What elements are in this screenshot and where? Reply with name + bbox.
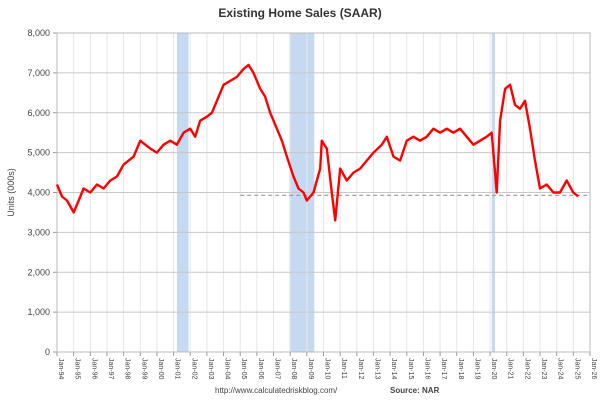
y-tick-label: 0: [45, 347, 50, 357]
x-tick-label: Jan-20: [490, 358, 497, 380]
x-tick-label: Jan-10: [324, 358, 331, 380]
source-label: Source: NAR: [390, 386, 440, 395]
y-tick-label: 6,000: [27, 108, 50, 118]
x-tick-label: Jan-13: [373, 358, 380, 380]
x-tick-label: Jan-01: [174, 358, 181, 380]
x-tick-label: Jan-98: [124, 358, 131, 380]
x-tick-label: Jan-22: [523, 358, 530, 380]
x-tick-label: Jan-21: [507, 358, 514, 380]
x-tick-label: Jan-26: [590, 358, 597, 380]
x-tick-label: Jan-12: [357, 358, 364, 380]
plot-border: [56, 32, 591, 353]
x-tick-label: Jan-00: [157, 358, 164, 380]
y-tick-label: 5,000: [27, 148, 50, 158]
x-tick-label: Jan-11: [340, 358, 347, 379]
x-tick-label: Jan-08: [290, 358, 297, 380]
x-tick-label: Jan-95: [74, 358, 81, 380]
y-tick-label: 1,000: [27, 307, 50, 317]
x-tick-label: Jan-94: [57, 358, 64, 380]
y-axis-label: Units (000s): [6, 168, 16, 217]
source-url: http://www.calculatedriskblog.com/: [215, 386, 338, 395]
x-tick-label: Jan-05: [240, 358, 247, 380]
series-line: [55, 63, 580, 222]
chart-title: Existing Home Sales (SAAR): [218, 6, 382, 20]
x-tick-label: Jan-06: [257, 358, 264, 380]
x-tick-label: Jan-24: [557, 358, 564, 380]
x-tick-label: Jan-17: [440, 358, 447, 380]
y-tick-label: 3,000: [27, 227, 50, 237]
x-tick-label: Jan-97: [107, 358, 114, 380]
x-tick-label: Jan-02: [190, 358, 197, 380]
x-tick-label: Jan-14: [390, 358, 397, 380]
x-tick-label: Jan-16: [423, 358, 430, 380]
x-tick-label: Jan-99: [140, 358, 147, 380]
x-tick-label: Jan-23: [540, 358, 547, 380]
x-tick-label: Jan-07: [274, 358, 281, 380]
x-tick-label: Jan-03: [207, 358, 214, 380]
y-tick-label: 7,000: [27, 68, 50, 78]
x-tick-label: Jan-18: [457, 358, 464, 380]
x-tick-label: Jan-09: [307, 358, 314, 380]
y-tick-label: 2,000: [27, 267, 50, 277]
x-tick-label: Jan-15: [407, 358, 414, 380]
y-tick-label: 8,000: [27, 28, 50, 38]
x-tick-label: Jan-19: [473, 358, 480, 380]
x-tick-label: Jan-25: [573, 358, 580, 380]
y-tick-label: 4,000: [27, 188, 50, 198]
x-tick-label: Jan-04: [224, 358, 231, 380]
x-tick-label: Jan-96: [90, 358, 97, 380]
